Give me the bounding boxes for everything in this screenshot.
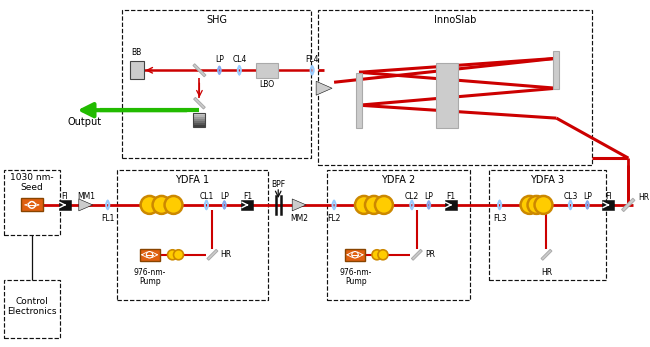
Bar [4, 170, 60, 235]
Text: CL3: CL3 [564, 193, 578, 202]
Text: FI: FI [62, 193, 68, 202]
Bar [445, 200, 457, 210]
Circle shape [355, 196, 373, 214]
Polygon shape [541, 249, 552, 260]
Circle shape [521, 196, 538, 214]
Bar [194, 121, 205, 123]
Bar [318, 10, 592, 165]
Text: 1030 nm-: 1030 nm- [10, 174, 54, 183]
Bar [21, 198, 43, 211]
Text: LP: LP [215, 55, 224, 64]
Bar [603, 200, 614, 210]
Bar [553, 51, 560, 89]
Text: HR: HR [638, 193, 649, 202]
Circle shape [534, 196, 552, 214]
Text: YDFA 2: YDFA 2 [382, 175, 415, 185]
Text: BB: BB [131, 48, 142, 57]
Bar [436, 63, 458, 128]
Text: LP: LP [424, 193, 434, 202]
Text: F1: F1 [446, 193, 455, 202]
Text: Pump: Pump [138, 277, 161, 286]
Text: YDFA 3: YDFA 3 [530, 175, 565, 185]
Bar [129, 61, 144, 79]
Text: 976-nm-: 976-nm- [133, 268, 166, 277]
Text: BPF: BPF [271, 180, 285, 189]
Text: FL2: FL2 [328, 214, 341, 223]
Polygon shape [292, 199, 306, 211]
Text: 976-nm-: 976-nm- [340, 268, 372, 277]
Bar [194, 115, 205, 117]
Text: Electronics: Electronics [7, 307, 57, 316]
Circle shape [140, 196, 159, 214]
Bar [241, 200, 254, 210]
Bar [345, 249, 365, 261]
Text: HR: HR [541, 268, 552, 277]
Bar [117, 170, 268, 300]
Bar [140, 249, 159, 261]
Polygon shape [316, 81, 332, 95]
Bar [194, 113, 205, 127]
Text: CL4: CL4 [232, 55, 246, 64]
Text: PR: PR [425, 250, 435, 259]
Text: FI: FI [605, 193, 612, 202]
Bar [356, 73, 363, 128]
Text: MM1: MM1 [77, 193, 95, 202]
Text: Output: Output [68, 117, 102, 127]
Text: FL1: FL1 [101, 214, 114, 223]
Text: Control: Control [16, 297, 48, 306]
Text: LBO: LBO [260, 80, 275, 89]
Text: InnoSlab: InnoSlab [434, 15, 476, 25]
Text: F1: F1 [242, 193, 252, 202]
Text: LP: LP [220, 193, 229, 202]
Bar [194, 113, 205, 115]
Circle shape [168, 250, 177, 260]
Text: CL1: CL1 [200, 193, 214, 202]
Text: LP: LP [583, 193, 592, 202]
Text: SHG: SHG [206, 15, 227, 25]
Text: HR: HR [220, 250, 231, 259]
Polygon shape [194, 98, 205, 109]
Bar [194, 125, 205, 127]
Polygon shape [79, 199, 93, 211]
Bar [327, 170, 470, 300]
Circle shape [528, 196, 545, 214]
Text: MM2: MM2 [290, 214, 308, 223]
Bar [194, 117, 205, 119]
Polygon shape [411, 249, 422, 260]
Circle shape [365, 196, 383, 214]
Polygon shape [621, 198, 635, 212]
Circle shape [378, 250, 388, 260]
Polygon shape [193, 64, 206, 77]
Circle shape [372, 250, 382, 260]
Bar [194, 119, 205, 121]
Polygon shape [207, 249, 218, 260]
Text: Seed: Seed [21, 184, 44, 193]
Text: Pump: Pump [345, 277, 367, 286]
Circle shape [174, 250, 183, 260]
Text: FL4: FL4 [306, 55, 319, 64]
Bar [59, 200, 71, 210]
Bar [122, 10, 311, 158]
Text: YDFA 1: YDFA 1 [176, 175, 209, 185]
Circle shape [375, 196, 393, 214]
Circle shape [164, 196, 183, 214]
Bar [194, 123, 205, 125]
Text: CL2: CL2 [405, 193, 419, 202]
Bar [256, 63, 278, 78]
Text: FL3: FL3 [493, 214, 506, 223]
Circle shape [153, 196, 170, 214]
Bar [4, 280, 60, 338]
Bar [489, 170, 606, 280]
